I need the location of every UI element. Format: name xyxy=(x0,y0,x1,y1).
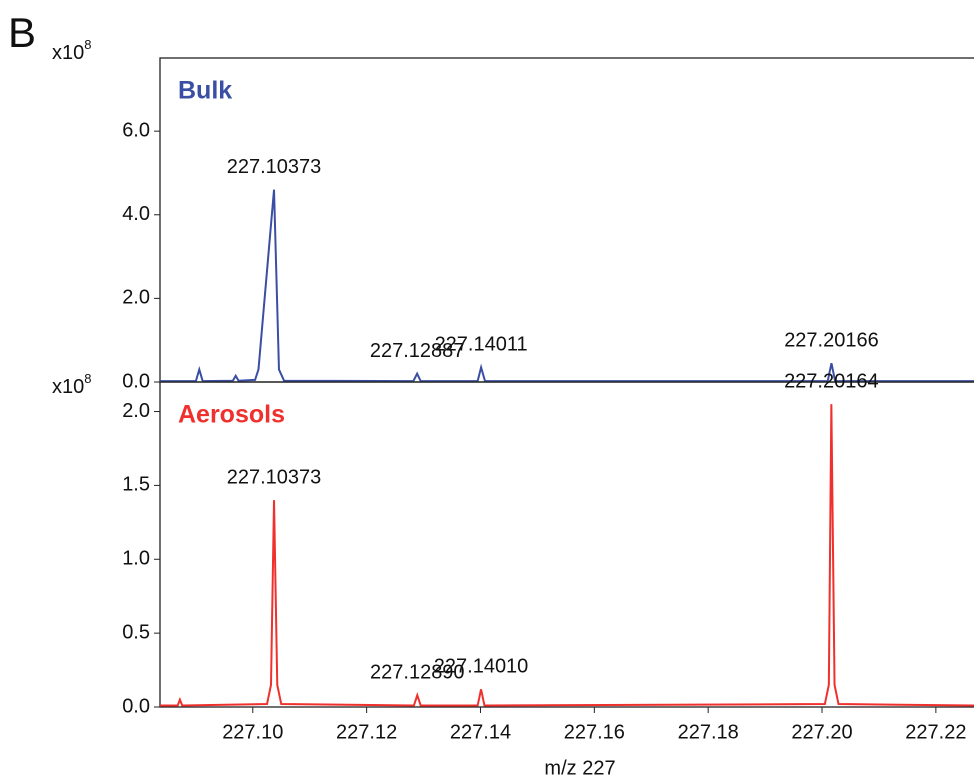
peak-label: 227.14011 xyxy=(435,334,528,356)
x-tick-label: 227.14 xyxy=(450,721,511,743)
peak-label: 227.14010 xyxy=(434,656,529,678)
x-tick-label: 227.18 xyxy=(678,721,739,743)
spectrum-line xyxy=(160,404,974,707)
y-multiplier: x108 xyxy=(52,37,91,64)
y-tick-label: 0.5 xyxy=(122,621,150,643)
x-tick-label: 227.22 xyxy=(905,721,966,743)
peak-label: 227.10373 xyxy=(227,156,322,178)
panel-label: B xyxy=(8,9,36,56)
panel-title: Bulk xyxy=(178,77,232,105)
peak-label: 227.12890 xyxy=(370,661,465,683)
peak-label: 227.10373 xyxy=(227,466,322,488)
y-tick-label: 6.0 xyxy=(122,119,150,141)
y-multiplier: x108 xyxy=(52,371,91,398)
y-multiplier-base: x10 xyxy=(52,376,84,398)
y-tick-label: 0.0 xyxy=(122,370,150,392)
y-tick-label: 1.0 xyxy=(122,548,150,570)
x-tick-label: 227.12 xyxy=(336,721,397,743)
y-tick-label: 1.5 xyxy=(122,474,150,496)
y-multiplier-exponent: 8 xyxy=(84,371,91,386)
panel-title: Aerosols xyxy=(178,401,285,429)
y-multiplier-base: x10 xyxy=(52,42,84,64)
y-tick-label: 2.0 xyxy=(122,287,150,309)
peak-label: 227.20166 xyxy=(784,329,879,351)
x-tick-label: 227.20 xyxy=(791,721,852,743)
x-tick-label: 227.16 xyxy=(564,721,625,743)
x-tick-label: 227.10 xyxy=(222,721,283,743)
spectrum-line xyxy=(160,189,974,383)
y-tick-label: 0.0 xyxy=(122,695,150,717)
y-tick-label: 4.0 xyxy=(122,203,150,225)
peak-label: 227.12887 xyxy=(370,340,465,362)
peak-label: 227.20164 xyxy=(784,370,879,392)
y-multiplier-exponent: 8 xyxy=(84,37,91,52)
plot-frame xyxy=(159,381,974,708)
x-axis-label: m/z 227 xyxy=(544,757,615,779)
y-tick-label: 2.0 xyxy=(122,400,150,422)
